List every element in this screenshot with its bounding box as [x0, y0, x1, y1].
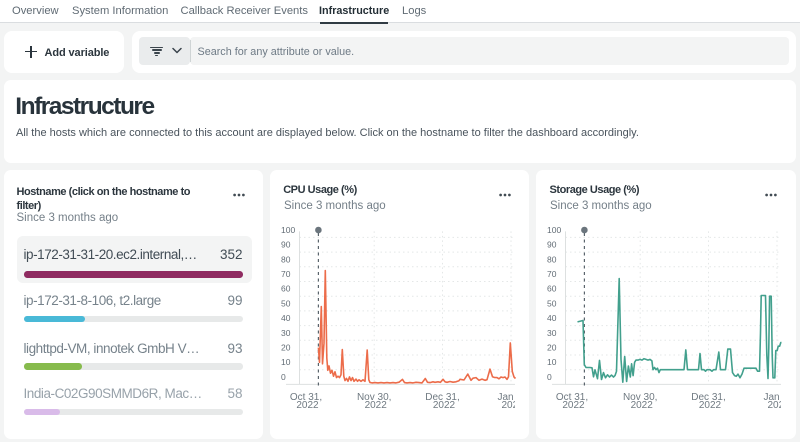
svg-text:80: 80 [281, 254, 291, 264]
svg-text:0: 0 [281, 372, 286, 382]
svg-text:2022: 2022 [433, 400, 456, 411]
svg-text:80: 80 [547, 254, 557, 264]
svg-text:Nov 30,: Nov 30, [357, 392, 391, 403]
svg-text:90: 90 [281, 240, 291, 250]
svg-text:10: 10 [281, 357, 291, 367]
svg-text:2022: 2022 [365, 400, 388, 411]
svg-text:2022: 2022 [296, 400, 319, 411]
svg-text:0: 0 [547, 372, 552, 382]
svg-text:10: 10 [547, 357, 557, 367]
svg-text:20: 20 [547, 343, 557, 353]
svg-text:Oct 31,: Oct 31, [290, 392, 322, 403]
svg-text:90: 90 [547, 240, 557, 250]
svg-text:2023: 2023 [501, 400, 524, 411]
svg-text:20: 20 [281, 343, 291, 353]
svg-text:Dec 31,: Dec 31, [691, 392, 725, 403]
svg-text:40: 40 [547, 313, 557, 323]
svg-text:2022: 2022 [562, 400, 585, 411]
svg-text:50: 50 [547, 298, 557, 308]
svg-text:Jan: Jan [763, 392, 779, 403]
svg-text:2022: 2022 [631, 400, 654, 411]
svg-text:70: 70 [281, 269, 291, 279]
svg-text:40: 40 [281, 313, 291, 323]
svg-text:30: 30 [281, 328, 291, 338]
svg-text:Oct 31,: Oct 31, [556, 392, 588, 403]
svg-text:Nov 30,: Nov 30, [623, 392, 657, 403]
svg-text:Dec 31,: Dec 31, [425, 392, 459, 403]
svg-text:100: 100 [547, 225, 561, 235]
svg-text:Jan: Jan [497, 392, 513, 403]
svg-text:30: 30 [547, 328, 557, 338]
svg-text:2022: 2022 [699, 400, 722, 411]
svg-text:60: 60 [281, 284, 291, 294]
svg-text:100: 100 [281, 225, 295, 235]
svg-text:50: 50 [281, 298, 291, 308]
svg-text:60: 60 [547, 284, 557, 294]
svg-text:2023: 2023 [767, 400, 790, 411]
svg-text:70: 70 [547, 269, 557, 279]
